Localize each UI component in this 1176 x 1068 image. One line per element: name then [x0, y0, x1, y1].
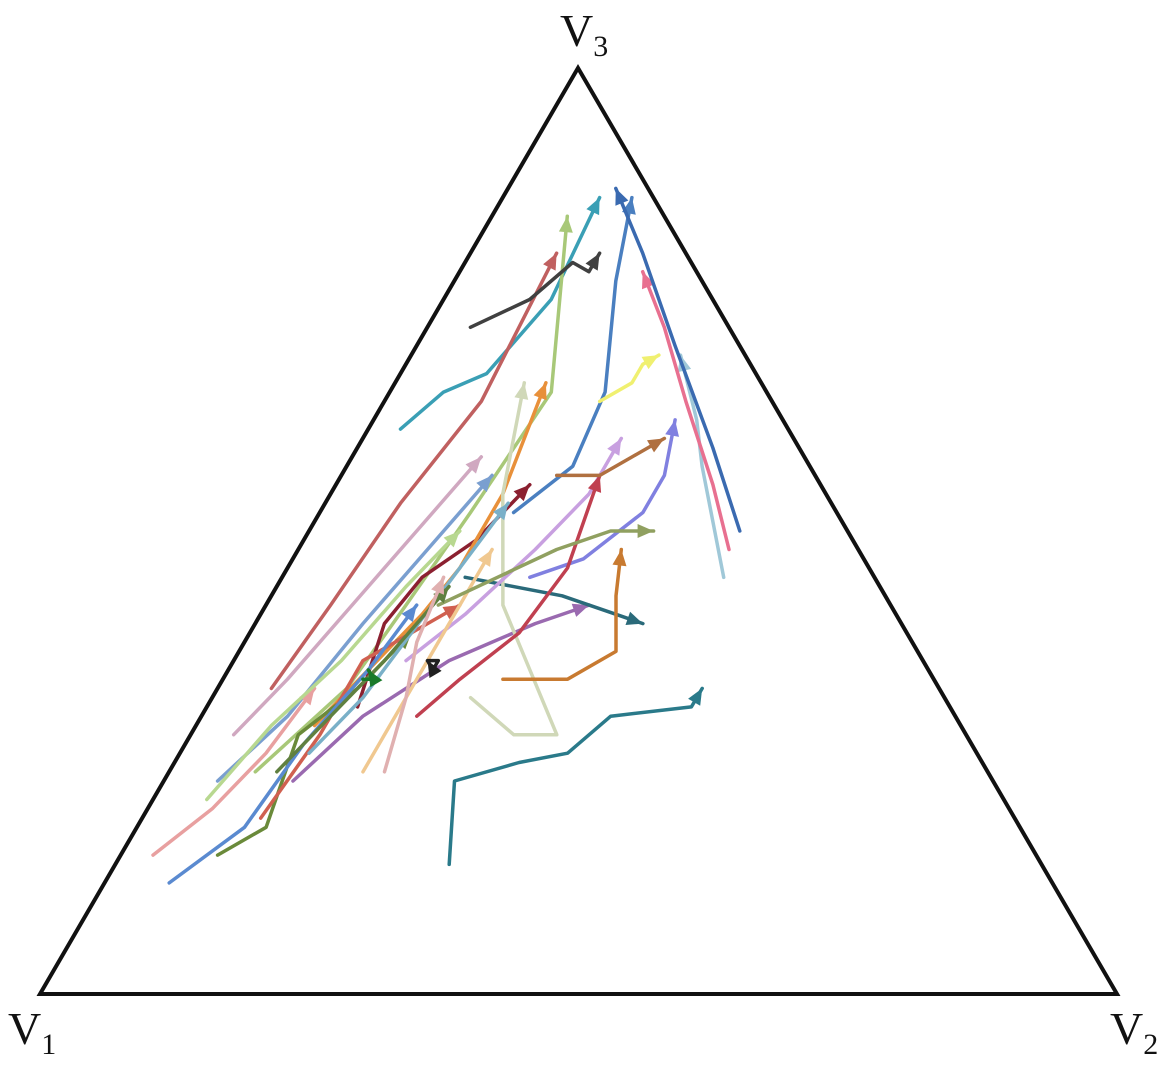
trajectory-line-22 [258, 603, 462, 820]
trajectory-arrowhead-30 [465, 456, 482, 474]
trajectory-line-2 [269, 251, 559, 691]
vertex-label-v2: V2 [1110, 1003, 1159, 1061]
trajectory-arrowhead-11 [688, 688, 703, 706]
trajectory-arrowhead-10 [299, 688, 315, 706]
trajectory-line-13 [468, 381, 559, 737]
trajectory-line-15 [528, 418, 677, 580]
trajectory-arrowhead-2 [543, 253, 557, 271]
trajectory-arrowhead-23 [478, 549, 493, 567]
trajectory-arrowhead-24 [493, 503, 509, 521]
vertex-label-v1: V1 [8, 1003, 57, 1061]
trajectory-arrowhead-13 [514, 382, 529, 400]
trajectory-arrowhead-18 [607, 438, 622, 456]
trajectory-line-25 [415, 473, 602, 718]
trajectory-line-11 [447, 686, 704, 867]
trajectory-line-9 [291, 603, 591, 783]
trajectory-arrowhead-14 [612, 549, 627, 567]
trajectory-line-3 [253, 214, 570, 774]
trajectory-line-14 [501, 547, 624, 681]
trajectory-arrowhead-6 [533, 382, 547, 401]
trajectory-arrowhead-3 [558, 216, 573, 233]
trajectory-arrowhead-27 [641, 355, 659, 370]
trajectory-arrowhead-7 [476, 475, 493, 493]
trajectory-arrowhead-21 [443, 531, 460, 548]
trajectory-arrowhead-15 [665, 419, 679, 437]
trajectory-arrowhead-9 [571, 603, 590, 617]
trajectory-line-32 [382, 575, 446, 774]
trajectory-line-19 [640, 269, 731, 552]
trajectory-arrowhead-26 [637, 524, 654, 538]
trajectory-line-16 [678, 353, 726, 580]
trajectory-line-10 [151, 686, 317, 857]
trajectory-line-20 [614, 186, 742, 533]
trajectory-line-30 [231, 455, 484, 737]
trajectory-arrowhead-20 [615, 188, 629, 206]
vertex-label-v3: V3 [560, 5, 609, 63]
trajectory-arrowhead-22 [442, 605, 460, 620]
trajectory-arrowhead-25 [587, 475, 602, 493]
trajectory-line-4 [511, 195, 634, 515]
trajectory-arrowhead-33 [368, 669, 383, 688]
trajectory-arrowhead-28 [401, 605, 417, 623]
trajectory-line-29 [554, 436, 667, 478]
trajectory-line-7 [215, 473, 494, 783]
trajectory-arrowhead-17 [585, 253, 600, 271]
trajectory-line-31 [275, 584, 451, 774]
ternary-triangle-frame [36, 64, 1121, 996]
trajectory-line-21 [205, 529, 462, 802]
trajectory-arrowhead-31 [433, 586, 449, 604]
trajectory-layer [151, 186, 742, 885]
trajectory-line-26 [436, 529, 656, 607]
trajectory-arrowhead-1 [586, 197, 600, 216]
trajectory-arrowhead-19 [642, 271, 655, 290]
trajectory-arrowhead-5 [513, 484, 530, 502]
trajectory-arrowhead-34 [427, 660, 442, 678]
trajectory-line-24 [307, 501, 510, 755]
trajectory-arrowhead-32 [431, 577, 444, 595]
trajectory-arrowhead-12 [625, 611, 643, 625]
trajectory-arrowhead-29 [647, 438, 665, 453]
